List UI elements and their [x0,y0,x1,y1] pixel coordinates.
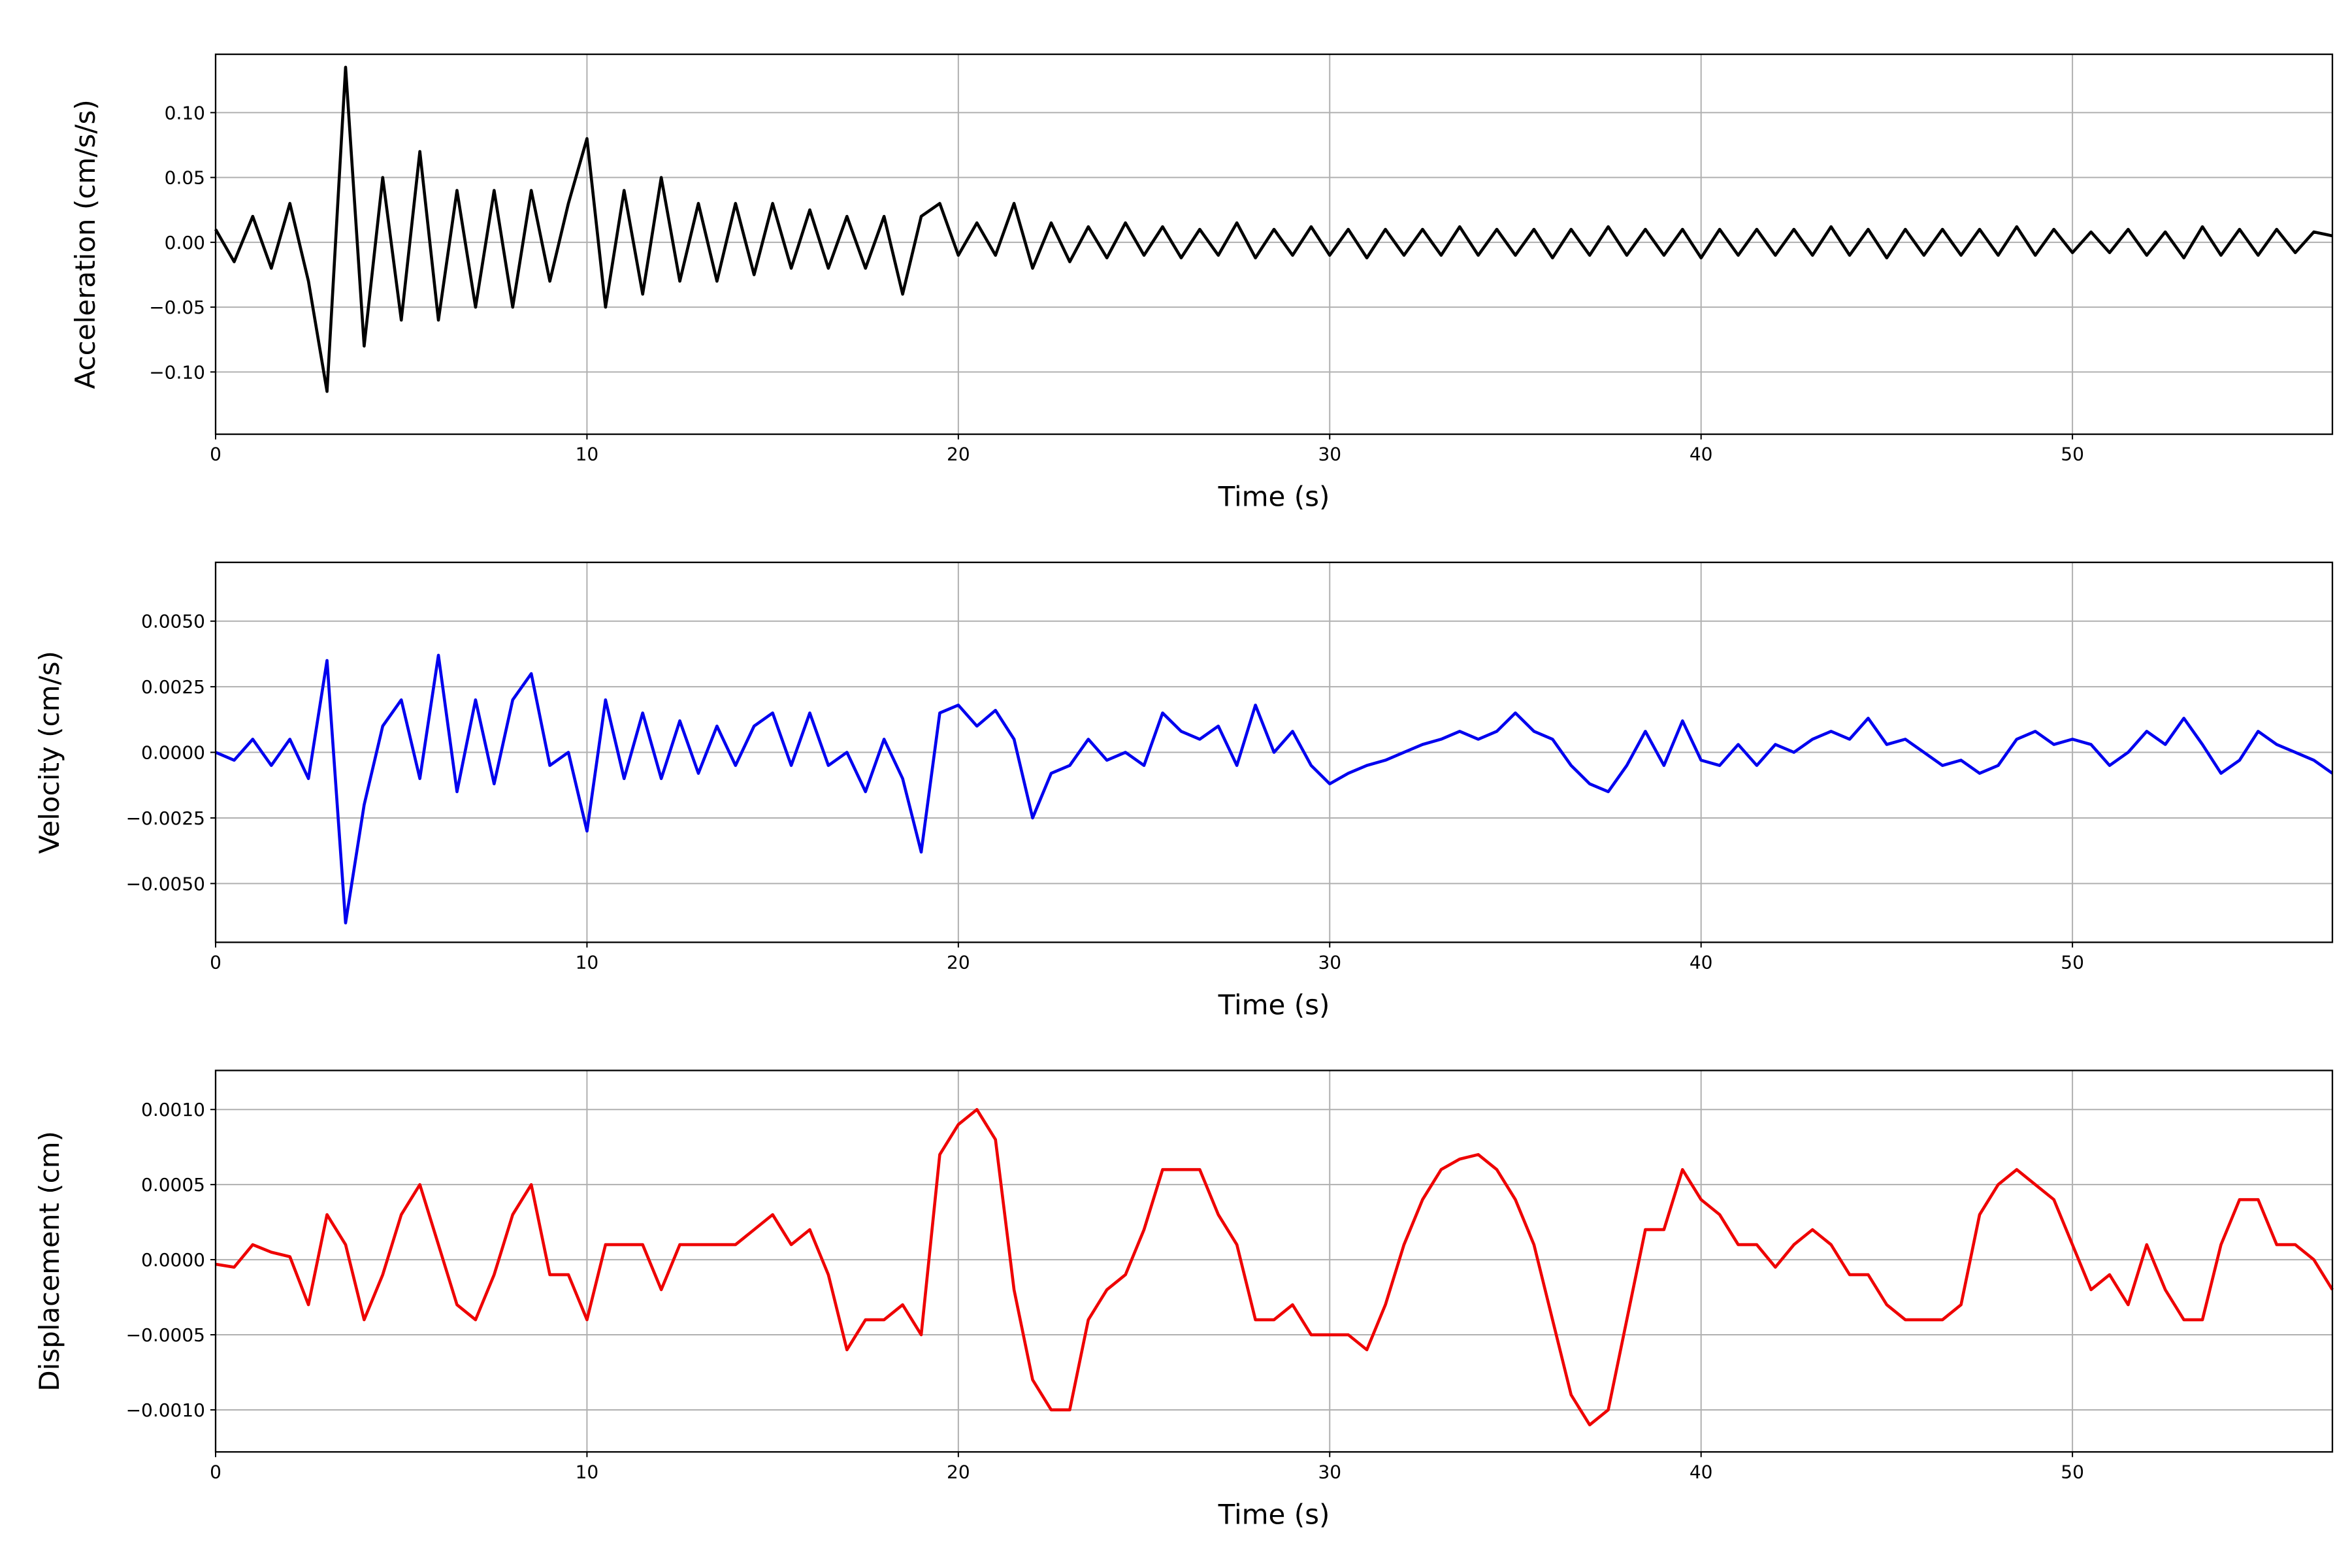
x-tick-label: 40 [1690,444,1713,465]
y-tick-label: 0.05 [165,167,205,189]
x-tick-label: 30 [1318,1461,1341,1482]
y-tick-label: −0.10 [149,361,205,383]
x-tick-label: 10 [576,1461,599,1482]
x-tick-label: 10 [576,444,599,465]
y-tick-label: 0.0010 [141,1099,205,1120]
x-tick-label: 20 [947,951,970,973]
x-tick-label: 0 [210,1461,221,1482]
data-line [214,65,2333,393]
x-tick-label: 10 [576,951,599,973]
x-tick-label: 20 [947,1461,970,1482]
y-tick-label: −0.05 [149,297,205,318]
data-line [215,653,2334,924]
x-tick-label: 50 [2061,1461,2084,1482]
y-tick-label: 0.00 [165,232,205,253]
y-tick-label: 0.10 [165,102,205,123]
x-tick-label: 50 [2061,951,2084,973]
x-tick-label: 40 [1690,1461,1713,1482]
plot-frame [214,53,2334,435]
x-axis-label: Time (s) [1218,481,1330,513]
y-axis-label: Velocity (cm/s) [33,651,65,854]
y-tick-label: −0.0050 [126,873,205,894]
x-tick-label: 0 [210,951,221,973]
x-tick-label: 40 [1690,951,1713,973]
y-tick-label: 0.0025 [141,676,205,698]
x-axis-label: Time (s) [1218,988,1330,1021]
x-tick-label: 20 [947,444,970,465]
y-tick-label: −0.0010 [126,1399,205,1421]
y-axis-label: Displacement (cm) [33,1131,65,1392]
y-tick-label: 0.0050 [141,611,205,632]
y-tick-label: 0.0000 [141,742,205,764]
y-tick-label: −0.0005 [126,1324,205,1346]
y-tick-label: 0.0000 [141,1249,205,1271]
plot-frame [214,561,2334,943]
x-tick-label: 50 [2061,444,2084,465]
x-axis-label: Time (s) [1218,1498,1330,1530]
y-tick-label: −0.0025 [126,808,205,829]
y-tick-label: 0.0005 [141,1174,205,1196]
x-tick-label: 0 [210,444,221,465]
x-tick-label: 30 [1318,444,1341,465]
y-axis-label: Acceleration (cm/s/s) [69,99,101,389]
data-line [215,1107,2334,1427]
x-tick-label: 30 [1318,951,1341,973]
plot-frame [214,1070,2334,1453]
